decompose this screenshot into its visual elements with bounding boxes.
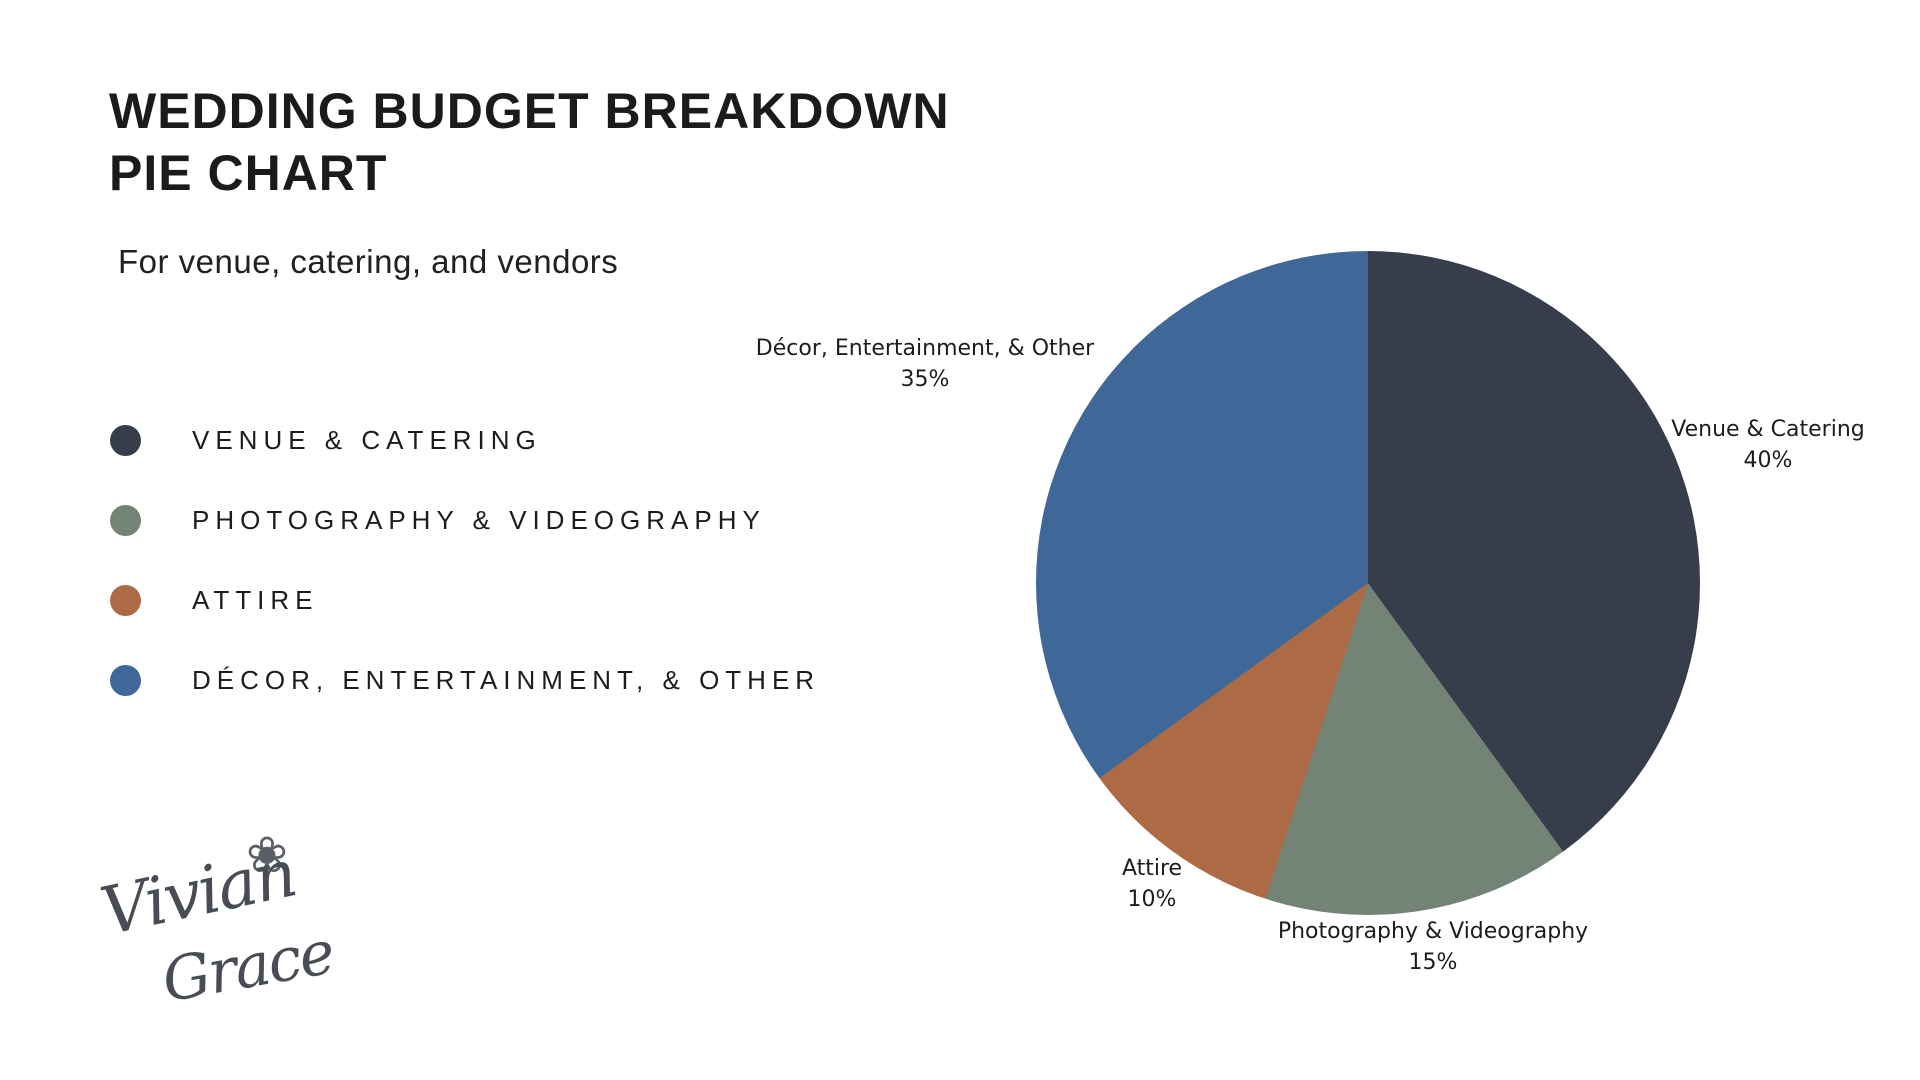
legend-item-label: DÉCOR, ENTERTAINMENT, & OTHER [192,664,821,695]
legend-item-label: ATTIRE [192,584,319,615]
page-title: WEDDING BUDGET BREAKDOWN PIE CHART [109,80,1009,204]
legend-item-decor-entertainment-other: DÉCOR, ENTERTAINMENT, & OTHER [110,664,820,696]
legend-swatch-icon [110,664,141,696]
slice-label-text: Attire [1121,856,1183,881]
page-subtitle: For venue, catering, and vendors [118,243,619,280]
slice-label-percent: 15% [1408,950,1458,975]
slice-label-percent: 10% [1127,887,1177,912]
slice-label-text: Photography & Videography [1277,919,1589,944]
pie-chart [1036,251,1700,915]
page-title-line2: PIE CHART [109,145,388,201]
slice-label-percent: 35% [900,367,950,392]
slice-label-attire: Attire 10% [1122,853,1182,915]
legend-swatch-icon [110,584,141,616]
slice-label-venue-catering: Venue & Catering 40% [1671,414,1865,476]
legend-item-label: VENUE & CATERING [192,424,542,455]
legend-swatch-icon [110,424,141,456]
legend-item-attire: ATTIRE [110,584,820,616]
legend-swatch-icon [110,504,141,536]
slice-label-percent: 40% [1743,448,1793,473]
legend-item-venue-catering: VENUE & CATERING [110,424,820,456]
slice-label-text: Décor, Entertainment, & Other [755,336,1095,361]
slice-label-photography-videography: Photography & Videography 15% [1278,916,1588,978]
flower-icon: ❀ [246,826,288,884]
slice-label-decor-entertainment-other: Décor, Entertainment, & Other 35% [756,333,1094,395]
legend-item-label: PHOTOGRAPHY & VIDEOGRAPHY [192,504,766,535]
legend: VENUE & CATERING PHOTOGRAPHY & VIDEOGRAP… [110,424,820,744]
signature-logo: ❀ Vivian Grace [94,826,364,1052]
slice-label-text: Venue & Catering [1671,417,1865,442]
legend-item-photography-videography: PHOTOGRAPHY & VIDEOGRAPHY [110,504,820,536]
page-title-line1: WEDDING BUDGET BREAKDOWN [109,83,950,139]
